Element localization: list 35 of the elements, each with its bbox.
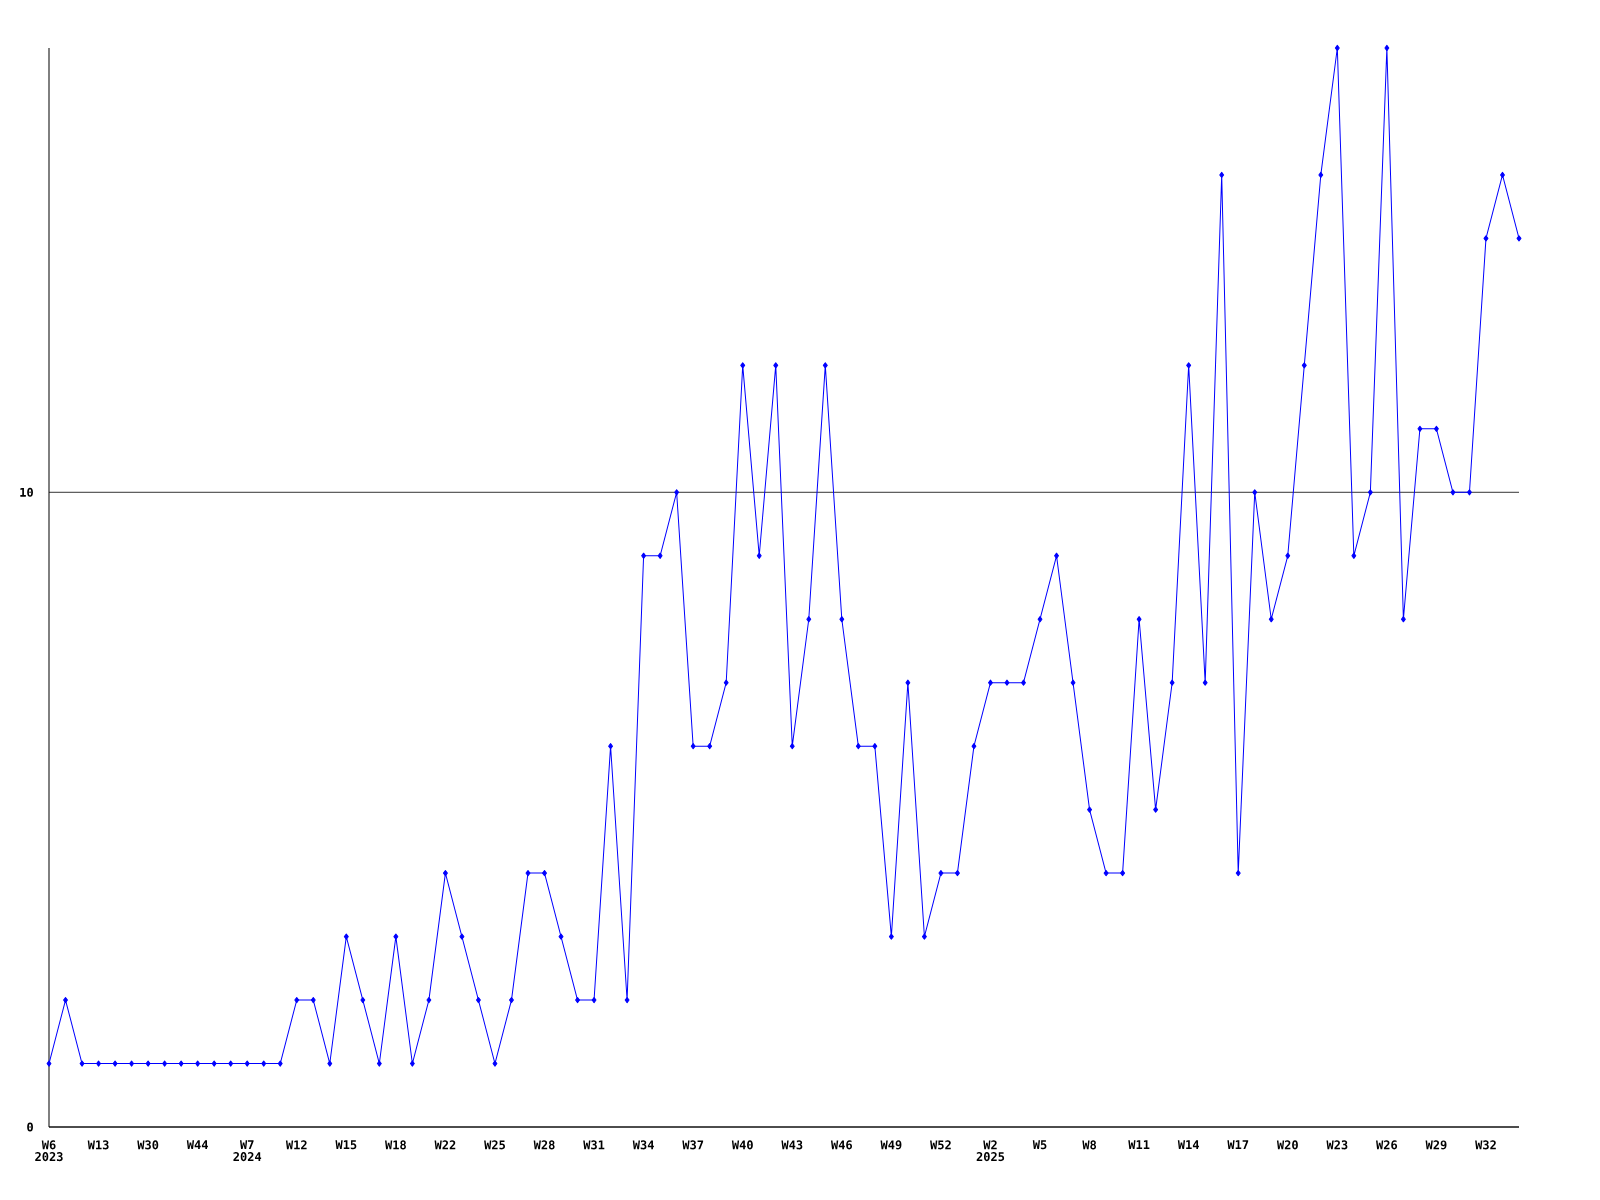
x-tick-label: W17 <box>1227 1140 1249 1150</box>
x-tick-label: W12 <box>285 1140 307 1150</box>
x-tick-label: W13 <box>87 1140 109 1150</box>
x-tick-label: W37 <box>682 1140 704 1150</box>
x-tick-label: W52 <box>930 1140 951 1150</box>
y-tick-label: 10 <box>20 487 33 497</box>
x-tick-label: W2 <box>983 1140 997 1150</box>
x-tick-label: W18 <box>385 1140 406 1150</box>
x-tick-label: W46 <box>830 1140 853 1150</box>
x-tick-label: W20 <box>1276 1140 1298 1150</box>
x-tick-label: W43 <box>781 1140 803 1150</box>
text: 2025 <box>976 1152 1005 1162</box>
x-tick-label: W5 <box>1032 1140 1047 1150</box>
x-tick-label: W32 <box>1475 1140 1496 1150</box>
x-tick-label: W26 <box>1376 1140 1398 1150</box>
x-tick-label: W8 <box>1082 1140 1097 1150</box>
x-tick-label: W28 <box>533 1140 555 1150</box>
x-tick-label: W11 <box>1128 1140 1150 1150</box>
x-tick-label: W14 <box>1177 1140 1199 1150</box>
x-tick-label: W44 <box>186 1140 208 1150</box>
x-tick-label: W31 <box>583 1140 605 1150</box>
x-tick-label: W29 <box>1425 1140 1447 1150</box>
x-tick-label: W23 <box>1326 1140 1348 1150</box>
x-tick-label: W34 <box>632 1140 654 1150</box>
x-tick-label: W7 <box>239 1140 254 1150</box>
x-tick-label: W25 <box>484 1140 505 1150</box>
x-tick-label: W40 <box>731 1140 753 1150</box>
x-tick-label: W49 <box>880 1140 902 1150</box>
text: 2024 <box>233 1152 262 1162</box>
x-tick-label: W30 <box>137 1140 159 1150</box>
y-tick-label: 0 <box>27 1122 33 1132</box>
x-tick-label: W22 <box>434 1140 456 1150</box>
x-tick-label: W15 <box>335 1140 357 1150</box>
text: 2023 <box>35 1152 63 1162</box>
x-tick-label: W6 <box>41 1140 56 1150</box>
